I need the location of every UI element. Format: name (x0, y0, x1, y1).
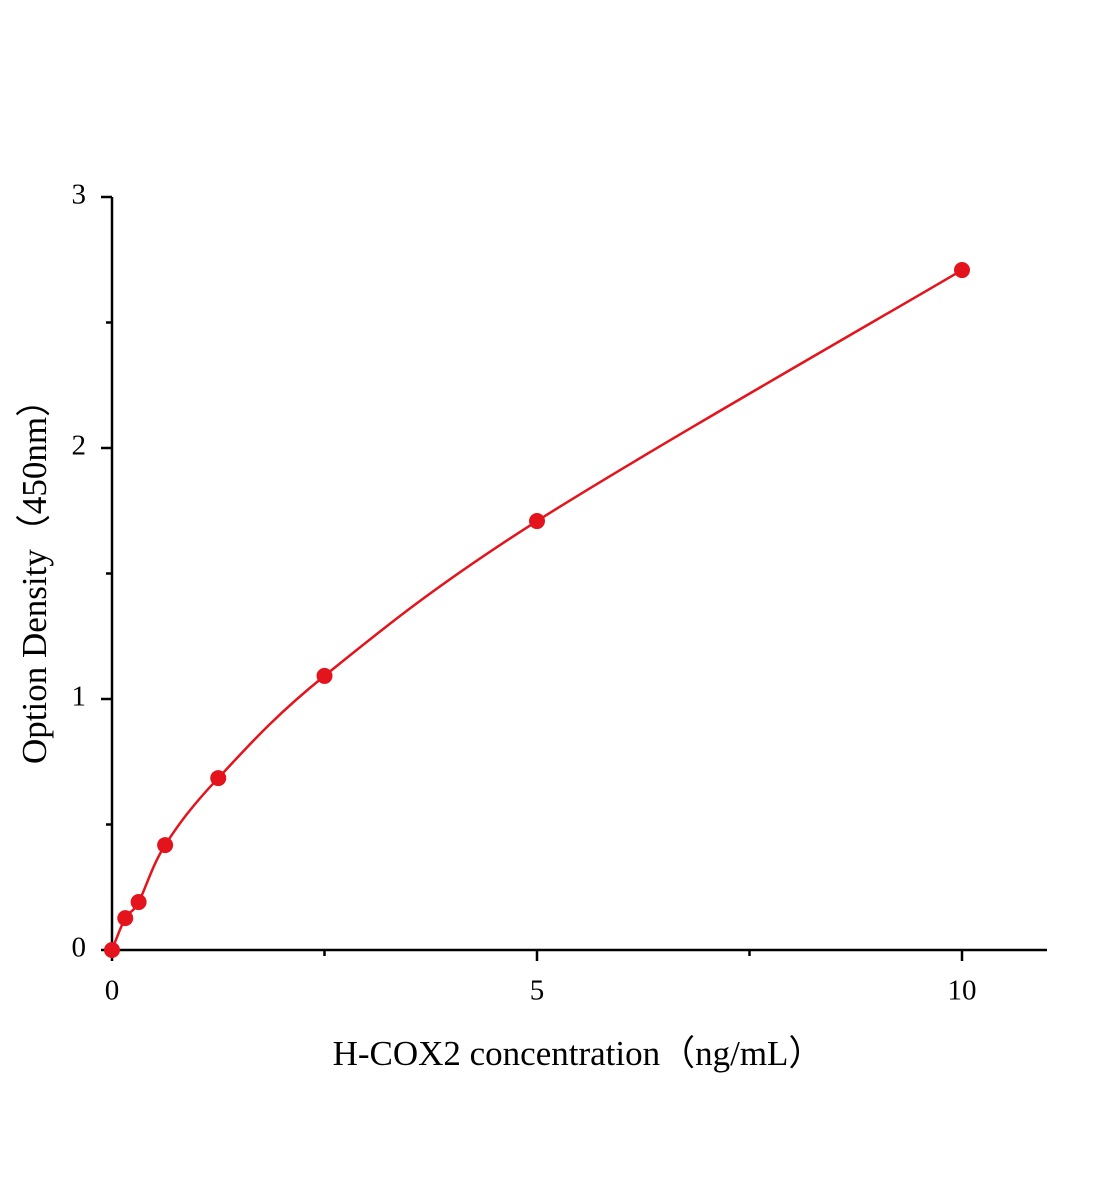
data-point (130, 894, 147, 911)
data-point (529, 513, 545, 530)
fit-curve (110, 268, 963, 951)
y-tick-label: 0 (72, 932, 87, 964)
data-point (210, 770, 227, 787)
x-tick-label: 10 (948, 975, 977, 1007)
data-point (157, 837, 174, 854)
data-point (104, 942, 120, 958)
y-tick-label: 3 (72, 179, 87, 211)
data-point (316, 667, 333, 684)
x-tick-label: 5 (530, 975, 545, 1007)
data-point (117, 910, 134, 927)
y-tick-label: 2 (72, 430, 87, 462)
data-point (954, 262, 970, 279)
x-axis-title: H-COX2 concentration（ng/mL） (333, 1034, 824, 1073)
x-tick-label: 0 (105, 975, 120, 1007)
y-tick-label: 1 (72, 681, 87, 713)
y-axis-title: Option Density（450nm） (15, 382, 54, 764)
